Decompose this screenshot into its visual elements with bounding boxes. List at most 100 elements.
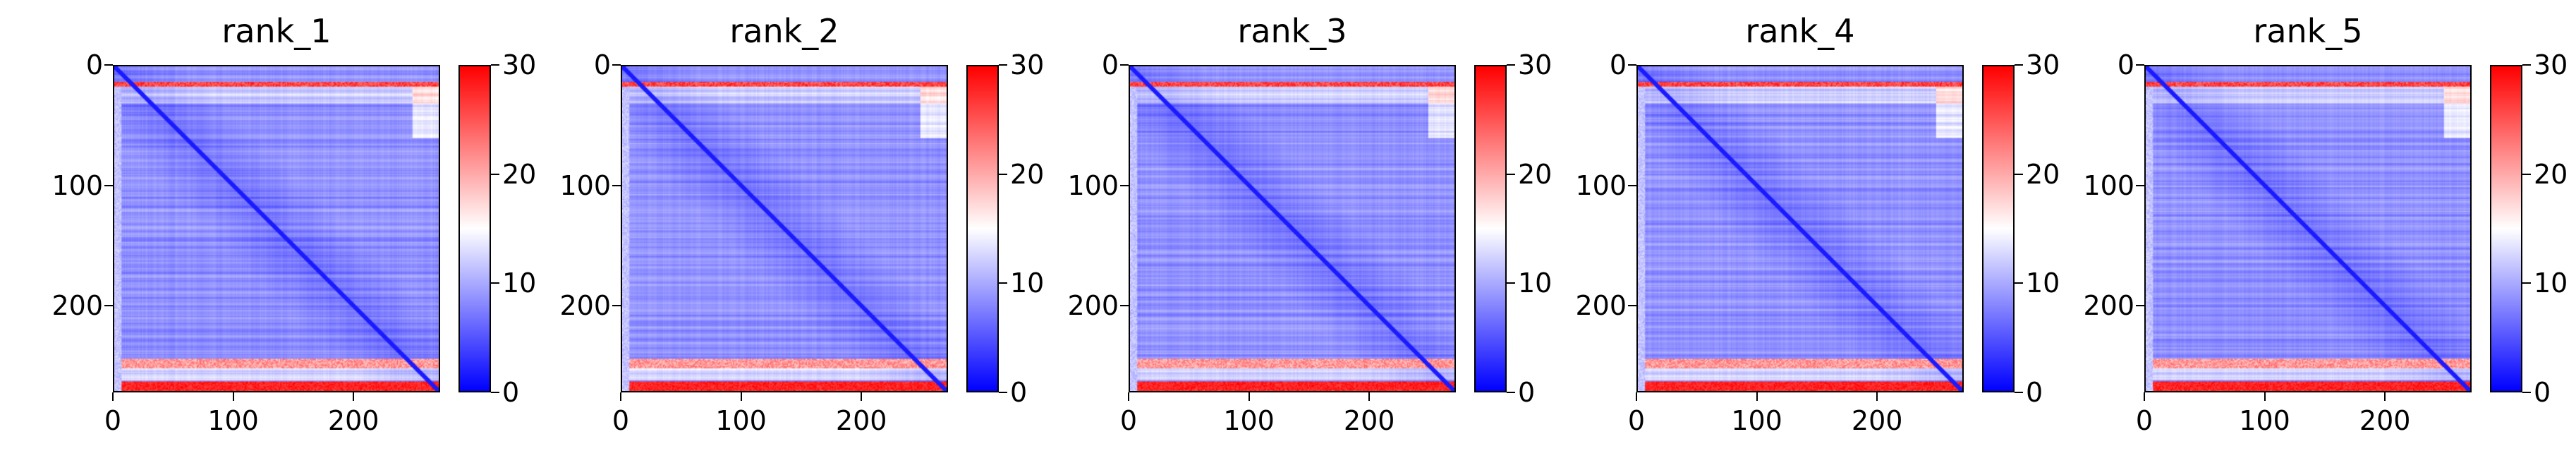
heatmap-panel-4: rank_4 0 100 200 0 100 200 0 10 20 30 — [1575, 0, 2143, 463]
y-tick-label: 0 — [593, 49, 611, 80]
colorbar-tick — [1507, 392, 1515, 393]
y-tick-label: 100 — [1067, 169, 1119, 201]
colorbar-tick — [1507, 282, 1515, 284]
x-tick — [1128, 392, 1129, 401]
y-tick — [612, 305, 621, 307]
y-tick-label: 100 — [51, 169, 103, 201]
x-tick — [2384, 392, 2386, 401]
x-tick-label: 0 — [1627, 405, 1646, 436]
colorbar — [1474, 65, 1507, 392]
x-tick — [2144, 392, 2145, 401]
y-tick — [612, 64, 621, 66]
heatmap-plot-area — [1636, 65, 1964, 392]
colorbar-tick — [2015, 392, 2023, 393]
colorbar-tick-label: 0 — [2534, 377, 2551, 408]
y-tick — [612, 184, 621, 186]
colorbar-tick-label: 30 — [2534, 49, 2568, 80]
colorbar-tick-label: 0 — [502, 377, 520, 408]
x-tick-label: 200 — [327, 405, 379, 436]
colorbar-tick-label: 0 — [2026, 377, 2043, 408]
colorbar-tick — [2522, 392, 2531, 393]
colorbar-tick — [2015, 282, 2023, 284]
colorbar-tick — [999, 173, 1007, 175]
colorbar-tick — [2522, 282, 2531, 284]
colorbar-tick-label: 20 — [2026, 158, 2060, 190]
heatmap-panel-3: rank_3 0 100 200 0 100 200 0 10 20 30 — [1067, 0, 1635, 463]
y-tick-label: 100 — [2083, 169, 2134, 201]
colorbar-tick-label: 30 — [1010, 49, 1045, 80]
y-tick-label: 200 — [2083, 290, 2134, 322]
y-tick — [2136, 64, 2144, 66]
x-tick-label: 100 — [1731, 405, 1782, 436]
x-tick — [1876, 392, 1878, 401]
x-tick — [353, 392, 355, 401]
y-tick — [1628, 184, 1636, 186]
y-tick — [104, 64, 113, 66]
x-tick-label: 0 — [104, 405, 122, 436]
x-tick-label: 0 — [1119, 405, 1138, 436]
x-tick-label: 200 — [1343, 405, 1395, 436]
colorbar-tick — [2522, 173, 2531, 175]
y-tick — [1628, 64, 1636, 66]
y-tick-label: 100 — [559, 169, 611, 201]
x-tick — [112, 392, 114, 401]
colorbar-tick — [999, 64, 1007, 66]
y-tick-label: 0 — [85, 49, 103, 80]
x-tick — [2264, 392, 2266, 401]
heatmap-panel-2: rank_2 0 100 200 0 100 200 0 10 20 30 — [559, 0, 1127, 463]
colorbar-tick-label: 10 — [1518, 267, 1553, 299]
colorbar-tick-label: 20 — [1518, 158, 1553, 190]
y-tick — [2136, 184, 2144, 186]
heatmap-panel-5: rank_5 0 100 200 0 100 200 0 10 20 30 — [2083, 0, 2576, 463]
y-tick — [1120, 305, 1129, 307]
chart-title: rank_4 — [1745, 12, 1855, 50]
x-tick-label: 100 — [1223, 405, 1275, 436]
heatmap-plot-area — [2144, 65, 2472, 392]
x-tick — [740, 392, 742, 401]
colorbar-tick-label: 30 — [502, 49, 537, 80]
y-tick-label: 0 — [1609, 49, 1627, 80]
colorbar-tick — [491, 392, 499, 393]
colorbar-tick-label: 0 — [1518, 377, 1536, 408]
colorbar-tick — [2015, 64, 2023, 66]
y-tick — [1120, 184, 1129, 186]
heatmap-cells — [1638, 66, 1962, 391]
x-tick — [620, 392, 621, 401]
chart-title: rank_2 — [729, 12, 839, 50]
y-tick-label: 0 — [1101, 49, 1119, 80]
x-tick-label: 200 — [2359, 405, 2411, 436]
y-tick-label: 200 — [51, 290, 103, 322]
heatmap-cells — [2146, 66, 2470, 391]
x-tick — [1368, 392, 1371, 401]
colorbar-tick-label: 30 — [2026, 49, 2060, 80]
colorbar-tick — [2015, 173, 2023, 175]
heatmap-plot-area — [621, 65, 948, 392]
x-tick-label: 100 — [2239, 405, 2290, 436]
x-tick-label: 0 — [612, 405, 630, 436]
x-tick — [1248, 392, 1250, 401]
y-tick-label: 100 — [1575, 169, 1627, 201]
x-tick — [1756, 392, 1758, 401]
colorbar-tick — [999, 282, 1007, 284]
chart-title: rank_1 — [221, 12, 332, 50]
colorbar-tick — [2522, 64, 2531, 66]
colorbar — [966, 65, 999, 392]
y-tick — [2136, 305, 2144, 307]
colorbar-tick-label: 0 — [1010, 377, 1028, 408]
heatmap-plot-area — [1129, 65, 1456, 392]
y-tick-label: 200 — [1067, 290, 1119, 322]
colorbar-tick-label: 10 — [502, 267, 537, 299]
y-tick — [104, 184, 113, 186]
x-tick-label: 200 — [1851, 405, 1903, 436]
x-tick — [232, 392, 234, 401]
colorbar — [2490, 65, 2522, 392]
colorbar — [1982, 65, 2015, 392]
x-tick-label: 200 — [835, 405, 887, 436]
colorbar-tick — [1507, 173, 1515, 175]
colorbar — [458, 65, 491, 392]
y-tick-label: 200 — [1575, 290, 1627, 322]
x-tick-label: 100 — [207, 405, 259, 436]
colorbar-tick-label: 10 — [1010, 267, 1045, 299]
y-tick-label: 200 — [559, 290, 611, 322]
colorbar-tick — [491, 282, 499, 284]
